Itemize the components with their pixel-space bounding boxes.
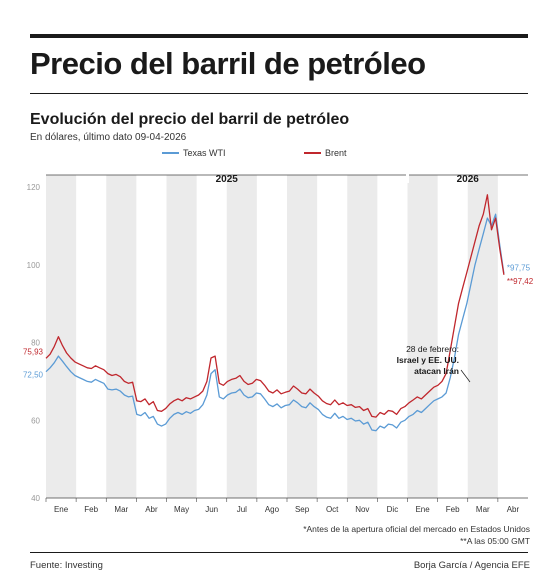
month-band (166, 175, 197, 498)
annotation-line-2: Israel y EE. UU. (397, 355, 459, 365)
page-title: Precio del barril de petróleo (30, 46, 426, 81)
footer-rule (30, 552, 528, 553)
x-tick-label: Abr (145, 505, 158, 514)
x-tick-label: Jul (237, 505, 247, 514)
end-label-brent: **97,42 (507, 277, 534, 286)
source-label: Fuente: Investing (30, 560, 103, 571)
x-tick-label: Ago (265, 505, 280, 514)
annotation-pointer (460, 369, 471, 383)
start-label-wti: 72,50 (23, 371, 44, 380)
x-tick-label: Feb (84, 505, 98, 514)
x-tick-label: Dic (387, 505, 399, 514)
month-band (287, 175, 318, 498)
month-band (467, 175, 498, 498)
y-tick-label: 100 (27, 261, 41, 270)
month-band (407, 175, 438, 498)
x-tick-label: May (174, 505, 189, 514)
footnote-2: **A las 05:00 GMT (460, 536, 530, 546)
y-tick-label: 120 (27, 183, 41, 192)
year-label-2026: 2026 (457, 174, 480, 185)
x-tick-label: Nov (355, 505, 369, 514)
x-tick-label: Jun (205, 505, 218, 514)
legend-item-brent: Brent (304, 148, 347, 158)
y-tick-label: 60 (31, 416, 40, 425)
legend-item-wti: Texas WTI (162, 148, 226, 158)
end-label-wti: *97,75 (507, 263, 531, 272)
month-band (46, 175, 77, 498)
series-line-wti (45, 213, 505, 432)
legend-swatch-wti (162, 152, 179, 154)
title-rule (30, 93, 528, 94)
legend-label-wti: Texas WTI (183, 148, 226, 158)
x-tick-label: Feb (446, 505, 460, 514)
legend-label-brent: Brent (325, 148, 347, 158)
x-tick-label: Oct (326, 505, 339, 514)
top-rule (30, 34, 528, 38)
x-tick-label: Ene (415, 505, 430, 514)
x-tick-label: Ene (54, 505, 69, 514)
y-tick-label: 40 (31, 494, 40, 503)
month-band (347, 175, 378, 498)
month-band (226, 175, 257, 498)
year-label-2025: 2025 (216, 174, 239, 185)
footnote-1: *Antes de la apertura oficial del mercad… (303, 524, 530, 534)
x-tick-label: Sep (295, 505, 310, 514)
annotation-date: 28 de febrero: (406, 344, 459, 354)
legend-swatch-brent (304, 152, 321, 154)
x-tick-label: Abr (507, 505, 520, 514)
x-tick-label: Mar (114, 505, 128, 514)
start-label-brent: 75,93 (23, 347, 44, 356)
chart-title: Evolución del precio del barril de petró… (30, 111, 350, 128)
annotation-line-3: atacan Irán (414, 366, 459, 376)
month-band (106, 175, 137, 498)
y-tick-label: 80 (31, 339, 40, 348)
x-tick-label: Mar (476, 505, 490, 514)
credit-label: Borja García / Agencia EFE (413, 560, 530, 571)
series-line-brent (45, 194, 505, 418)
chart-subtitle: En dólares, último dato 09-04-2026 (30, 132, 187, 143)
